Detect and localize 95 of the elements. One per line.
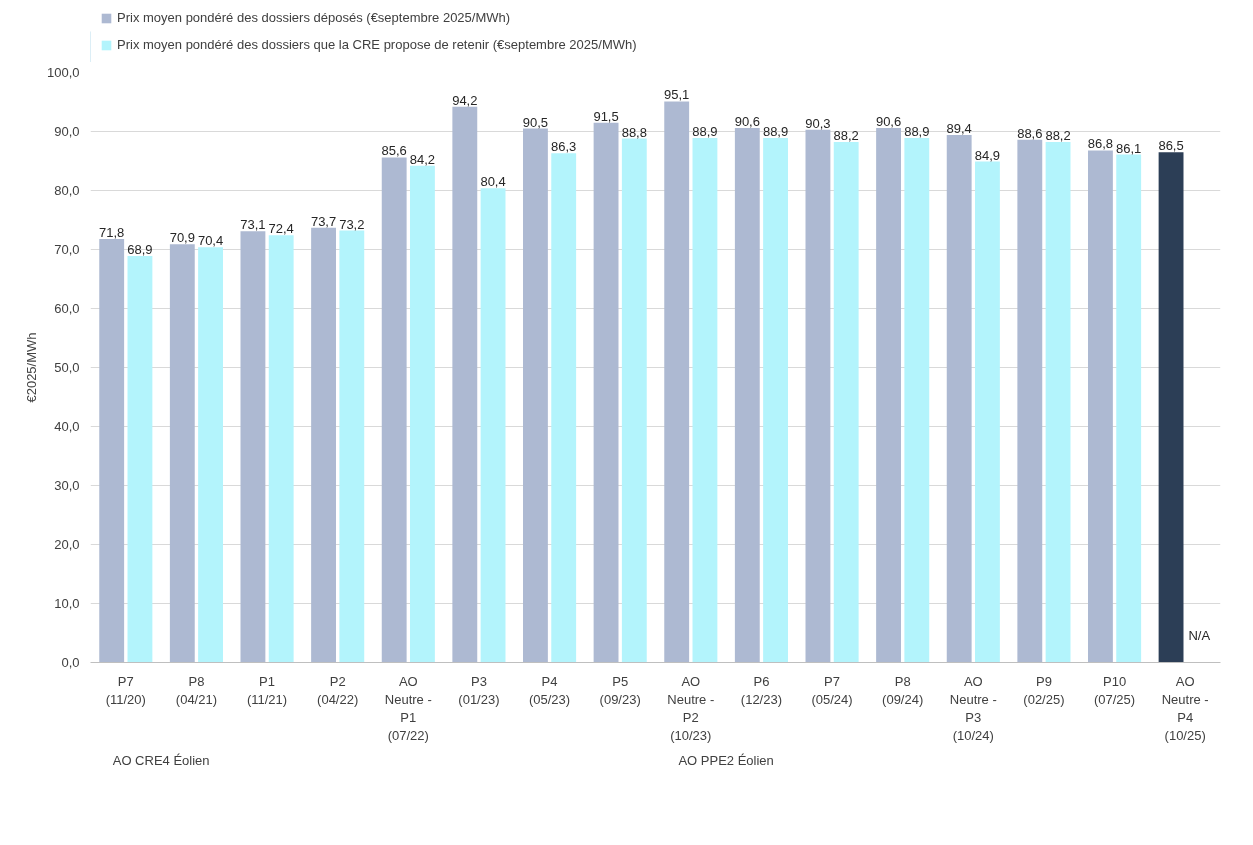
x-tick-label: AO Neutre - P2 (10/23)	[667, 673, 715, 743]
y-tick-label: 0,0	[61, 655, 80, 670]
data-label: 73,2	[339, 216, 365, 232]
bar	[975, 161, 1000, 663]
data-label: 88,6	[1017, 125, 1043, 141]
y-tick-label: 70,0	[54, 242, 80, 257]
bar	[240, 231, 266, 663]
bar	[127, 255, 153, 663]
bar	[621, 138, 647, 663]
x-tick-label: P8 (04/21)	[175, 673, 218, 707]
y-tick-label: 100,0	[46, 65, 80, 80]
bar	[311, 227, 336, 663]
bar	[734, 127, 760, 663]
legend-label: Prix moyen pondéré des dossiers déposés (€septembre 2025/MWh)	[117, 10, 511, 25]
y-axis-title: €2025/MWh	[23, 332, 39, 403]
bar	[904, 137, 930, 663]
text: N/A	[1188, 627, 1211, 643]
data-label: 90,3	[805, 115, 831, 131]
x-tick-label: P8 (09/24)	[882, 673, 924, 707]
bar	[268, 235, 294, 663]
bar	[551, 153, 577, 663]
bar	[833, 142, 859, 663]
data-label: 90,5	[522, 114, 549, 130]
data-label: 86,3	[551, 139, 577, 155]
bar	[1116, 154, 1142, 663]
data-label: 90,6	[875, 113, 902, 129]
data-label: 86,1	[1116, 140, 1142, 156]
bar	[1158, 152, 1184, 663]
x-tick-label: P7 (05/24)	[811, 673, 853, 707]
bar	[198, 247, 223, 663]
x-tick-label: AO Neutre - P4 (10/25)	[1161, 673, 1209, 743]
x-tick-label: P6 (12/23)	[740, 673, 783, 707]
text: AO PPE2 Éolien	[678, 753, 774, 768]
data-label: 86,5	[1158, 138, 1184, 154]
data-label: 91,5	[593, 108, 619, 124]
data-label: 95,1	[664, 87, 690, 103]
data-label: 88,8	[621, 124, 647, 140]
data-label: 90,6	[734, 113, 760, 129]
legend-label: Prix moyen pondéré des dossiers que la CRE propose de retenir (€septembre 2025/MWh)	[117, 37, 637, 52]
y-tick-label: 60,0	[54, 301, 80, 316]
y-tick-label: 90,0	[54, 124, 80, 139]
data-label: 86,8	[1087, 136, 1114, 152]
data-label: 68,9	[127, 241, 153, 257]
data-label: 70,4	[197, 233, 224, 249]
bar	[664, 101, 690, 663]
bar	[452, 106, 478, 663]
data-label: 80,4	[480, 174, 506, 190]
bar	[946, 135, 972, 663]
x-tick-label: P7 (11/20)	[105, 673, 146, 707]
bar	[381, 157, 407, 663]
data-label: 88,2	[833, 128, 859, 144]
data-label: 70,9	[169, 230, 195, 246]
bar	[339, 230, 365, 663]
bar	[169, 244, 195, 663]
bar	[480, 188, 506, 663]
data-label: 94,2	[452, 92, 478, 108]
bar	[99, 238, 125, 663]
text: AO CRE4 Éolien	[112, 753, 210, 768]
bar	[1088, 150, 1113, 663]
data-label: 73,1	[240, 217, 266, 233]
data-label: 88,9	[692, 123, 718, 139]
x-tick-label: P5 (09/23)	[599, 673, 641, 707]
bar	[410, 165, 435, 663]
bar	[763, 137, 788, 663]
x-tick-label: P1 (11/21)	[246, 673, 288, 707]
bar	[692, 137, 718, 663]
bar	[523, 128, 548, 663]
y-tick-label: 20,0	[54, 537, 80, 552]
data-label: 88,9	[762, 123, 789, 139]
x-tick-label: P10 (07/25)	[1093, 673, 1136, 707]
bar	[1045, 142, 1071, 663]
x-tick-label: AO Neutre - P1 (07/22)	[384, 673, 432, 743]
data-label: 88,2	[1045, 128, 1071, 144]
y-tick-label: 30,0	[54, 478, 80, 493]
data-label: 72,4	[268, 221, 294, 237]
bar	[805, 129, 831, 663]
data-label: 73,7	[310, 213, 337, 229]
x-tick-label: P2 (04/22)	[317, 673, 359, 707]
y-tick-label: 80,0	[54, 183, 80, 198]
data-label: 84,2	[409, 151, 436, 167]
bar	[1017, 139, 1043, 663]
y-tick-label: 40,0	[54, 419, 80, 434]
data-label: 88,9	[904, 123, 930, 139]
data-label: 85,6	[381, 143, 407, 159]
y-tick-label: 10,0	[54, 596, 80, 611]
x-tick-label: P4 (05/23)	[528, 673, 571, 707]
y-tick-label: 50,0	[54, 360, 80, 375]
bar	[876, 127, 901, 663]
data-label: 71,8	[99, 224, 125, 240]
data-label: 84,9	[974, 147, 1001, 163]
x-tick-label: P9 (02/25)	[1023, 673, 1065, 707]
x-tick-label: AO Neutre - P3 (10/24)	[949, 673, 997, 743]
bar	[593, 122, 619, 663]
data-label: 89,4	[946, 121, 972, 137]
x-tick-label: P3 (01/23)	[458, 673, 500, 707]
